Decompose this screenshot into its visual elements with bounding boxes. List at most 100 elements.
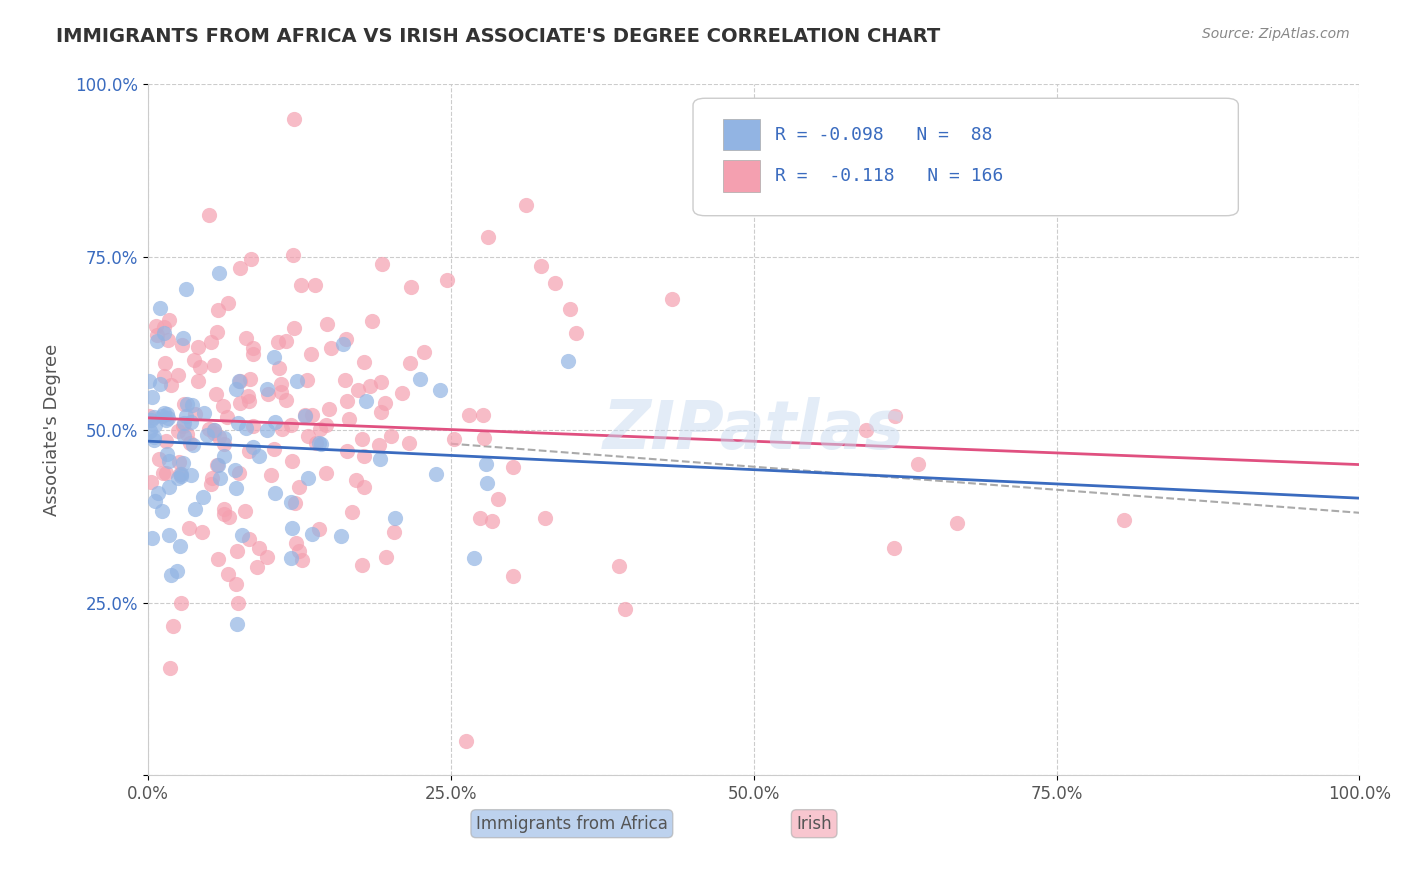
Point (229, 396, 252, 410)
Point (228, 466, 250, 480)
Point (202, 426, 225, 441)
Point (907, 457, 929, 471)
Point (142, 433, 165, 447)
Point (350, 433, 373, 447)
Point (855, 424, 877, 438)
Point (454, 733, 477, 747)
Point (436, 273, 458, 287)
Point (191, 490, 214, 504)
Point (558, 301, 581, 316)
Text: Source: ZipAtlas.com: Source: ZipAtlas.com (1202, 27, 1350, 41)
Point (162, 619, 184, 633)
Point (299, 347, 322, 361)
Point (207, 552, 229, 566)
Point (228, 417, 250, 431)
Point (188, 359, 211, 374)
Point (229, 261, 252, 276)
Point (283, 248, 305, 262)
Point (218, 510, 240, 524)
Point (146, 486, 169, 500)
Point (239, 372, 262, 386)
Point (156, 410, 179, 425)
Point (297, 471, 319, 485)
Point (270, 385, 292, 400)
Point (207, 302, 229, 317)
Point (174, 409, 197, 423)
Point (167, 455, 190, 469)
Point (166, 368, 188, 383)
Point (236, 389, 259, 403)
Point (263, 442, 285, 457)
Point (238, 533, 260, 547)
Point (468, 511, 491, 525)
Point (143, 410, 166, 425)
Point (399, 356, 422, 370)
Point (249, 450, 271, 464)
Point (463, 551, 485, 566)
Point (304, 278, 326, 293)
Point (146, 328, 169, 343)
Point (141, 531, 163, 545)
Point (283, 112, 305, 126)
Point (333, 373, 356, 387)
Point (295, 373, 318, 387)
Point (235, 331, 257, 345)
Point (204, 386, 226, 401)
Point (280, 494, 302, 508)
Point (429, 383, 451, 397)
Point (212, 399, 235, 413)
Point (225, 576, 247, 591)
Point (149, 377, 172, 392)
Point (946, 516, 969, 531)
Point (287, 544, 309, 558)
Point (212, 437, 235, 451)
Point (481, 514, 503, 528)
Point (200, 335, 222, 350)
Point (149, 301, 172, 316)
Point (443, 432, 465, 446)
Point (143, 430, 166, 444)
Point (543, 276, 565, 290)
Point (256, 386, 278, 401)
Point (228, 374, 250, 388)
Point (212, 502, 235, 516)
Point (353, 355, 375, 369)
Point (375, 549, 398, 564)
FancyBboxPatch shape (723, 119, 759, 150)
Point (294, 409, 316, 423)
Point (391, 386, 413, 401)
Point (173, 397, 195, 411)
Point (274, 334, 297, 348)
Point (290, 278, 312, 293)
Point (170, 338, 193, 352)
Point (225, 616, 247, 631)
Point (267, 361, 290, 376)
Point (143, 493, 166, 508)
Point (336, 394, 359, 409)
Point (308, 435, 330, 450)
Point (233, 504, 256, 518)
Point (170, 467, 193, 481)
Point (288, 480, 311, 494)
Point (157, 333, 180, 347)
Point (246, 560, 269, 574)
Point (316, 317, 339, 331)
Point (337, 411, 360, 425)
Point (235, 421, 257, 435)
Point (301, 408, 323, 422)
Point (301, 526, 323, 541)
Point (242, 347, 264, 361)
Point (238, 443, 260, 458)
Point (202, 424, 225, 438)
Point (340, 506, 363, 520)
Point (263, 350, 285, 364)
Point (1114, 514, 1136, 528)
Point (155, 434, 177, 448)
Point (884, 409, 907, 423)
Point (179, 435, 201, 450)
Point (361, 314, 384, 328)
Point (170, 469, 193, 483)
Point (169, 467, 191, 482)
Point (242, 440, 264, 454)
Point (270, 422, 292, 436)
